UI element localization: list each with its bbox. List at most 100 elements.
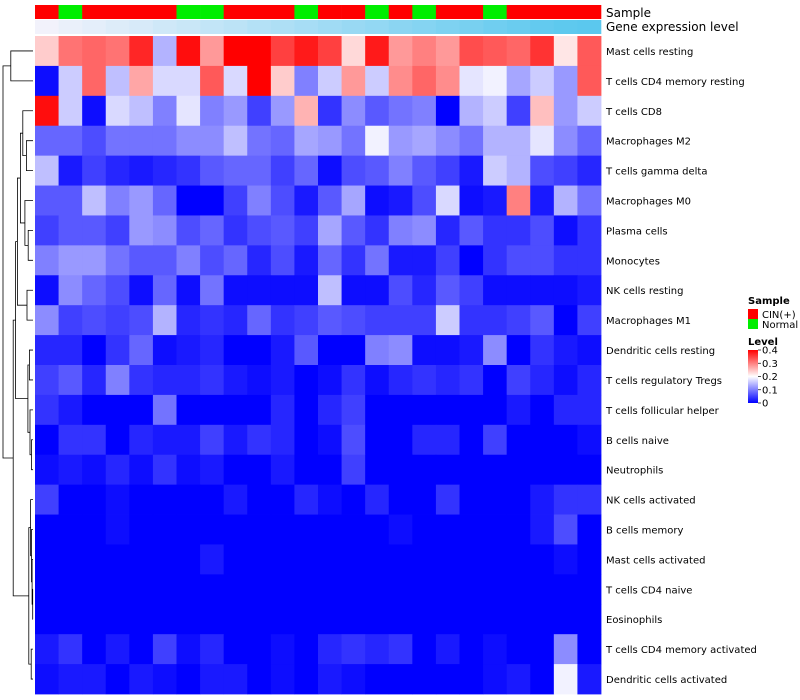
heatmap-cell [459, 155, 484, 186]
row-label: T cells CD4 naive [605, 585, 692, 596]
heatmap-cell [223, 484, 248, 515]
heatmap-cell [388, 215, 413, 246]
row-label: T cells CD8 [605, 107, 662, 118]
heatmap-cell [152, 454, 177, 486]
heatmap-cell [577, 604, 602, 635]
heatmap-cell [318, 394, 342, 426]
heatmap-cell [388, 335, 413, 366]
heatmap-cell [483, 185, 508, 216]
heatmap-cell [365, 544, 390, 575]
sample-annotation-cell [58, 5, 83, 19]
heatmap-cell [435, 305, 460, 336]
row-label: Macrophages M1 [606, 316, 691, 327]
heatmap-cell [318, 155, 342, 186]
heatmap-cell [82, 514, 107, 545]
heatmap-cell [129, 65, 154, 97]
heatmap-cell [341, 65, 366, 97]
heatmap-cell [176, 394, 201, 426]
heatmap-cell [388, 36, 413, 67]
heatmap-cell [365, 634, 390, 665]
heatmap-cell [176, 155, 201, 186]
heatmap-cell [200, 634, 225, 665]
dendrogram-branch [26, 289, 33, 321]
heatmap-cell [577, 574, 602, 605]
heatmap-cell [577, 454, 602, 486]
heatmap-cell [35, 484, 59, 515]
heatmap-cell [577, 544, 602, 575]
heatmap-cell [577, 65, 602, 97]
heatmap-cell [129, 664, 154, 695]
heatmap-cell [483, 604, 508, 635]
heatmap-cell [530, 245, 555, 276]
heatmap-cell [58, 634, 83, 665]
heatmap-cell [553, 544, 578, 575]
heatmap-cell [365, 484, 390, 515]
heatmap-cell [553, 275, 578, 306]
expression-annotation-cell [247, 20, 272, 34]
row-label: B cells memory [606, 526, 683, 537]
heatmap-cell [247, 634, 272, 665]
heatmap-cell [176, 514, 201, 545]
heatmap-cell [58, 454, 83, 486]
heatmap-cell [176, 604, 201, 635]
heatmap-cell [365, 394, 390, 426]
heatmap-cell [247, 215, 272, 246]
heatmap-cell [459, 574, 484, 605]
heatmap-cell [35, 604, 59, 635]
row-labels: Mast cells resting T cells CD4 memory res… [605, 47, 757, 686]
heatmap-cell [577, 95, 602, 127]
heatmap-cell [82, 305, 107, 336]
heatmap-cell [58, 664, 83, 695]
heatmap-cell [388, 305, 413, 336]
heatmap-cell [82, 604, 107, 635]
heatmap-cell [294, 544, 319, 575]
expression-annotation-cell [365, 20, 390, 34]
heatmap-cell [459, 604, 484, 635]
heatmap-cell [129, 155, 154, 186]
heatmap-cell [341, 664, 366, 695]
heatmap-cell [82, 125, 107, 157]
heatmap-cell [435, 185, 460, 216]
heatmap-cell [129, 275, 154, 306]
dendrogram-branch [27, 230, 33, 261]
heatmap-cell [176, 335, 201, 366]
heatmap-cell [553, 574, 578, 605]
heatmap-cell [483, 275, 508, 306]
heatmap-cell [270, 275, 295, 306]
heatmap-cell [247, 454, 272, 486]
heatmap-cell [294, 275, 319, 306]
heatmap-cell [129, 514, 154, 545]
heatmap-cell [200, 275, 225, 306]
heatmap-cell [388, 574, 413, 605]
heatmap-cell [270, 454, 295, 486]
heatmap-cell [412, 185, 437, 216]
heatmap-cell [412, 275, 437, 306]
heatmap-cell [58, 215, 83, 246]
heatmap-cell [176, 365, 201, 396]
heatmap-cell [82, 454, 107, 486]
heatmap-cell [200, 454, 225, 486]
heatmap-cell [294, 305, 319, 336]
heatmap-cell [553, 634, 578, 665]
heatmap-cell [506, 514, 531, 545]
heatmap-cell [82, 664, 107, 695]
heatmap-cell [412, 335, 437, 366]
heatmap-cell [553, 65, 578, 97]
heatmap-cell [270, 394, 295, 426]
heatmap-cell [318, 305, 342, 336]
heatmap-cell [483, 574, 508, 605]
heatmap-cell [105, 544, 130, 575]
heatmap-cell [459, 394, 484, 426]
heatmap-cell [294, 65, 319, 97]
heatmap-cell [105, 275, 130, 306]
heatmap-cell [459, 36, 484, 67]
heatmap-cell [530, 275, 555, 306]
heatmap-cell [435, 125, 460, 157]
heatmap-cell [365, 365, 390, 396]
expression-annotation-cell [577, 20, 602, 34]
heatmap-cell [105, 335, 130, 366]
heatmap-cell [176, 424, 201, 456]
heatmap-cell [318, 365, 342, 396]
heatmap-cell [459, 664, 484, 695]
heatmap-cell [459, 245, 484, 276]
